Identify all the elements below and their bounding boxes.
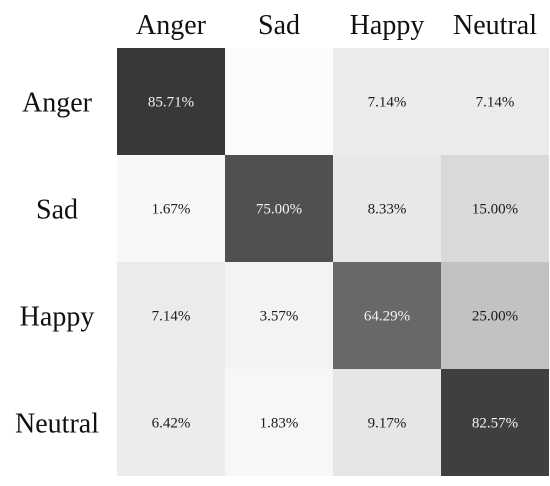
row-labels: Anger Sad Happy Neutral [15,88,99,440]
column-label-happy: Happy [350,10,425,41]
column-label-anger: Anger [136,10,207,41]
column-labels: Anger Sad Happy Neutral [136,10,537,41]
cell-label-neutral-neutral: 82.57% [472,416,518,432]
cell-label-anger-happy: 7.14% [368,95,407,111]
heatmap-cell-anger-neutral [441,48,549,155]
heatmap-cell-happy-sad [225,262,333,369]
row-label-neutral: Neutral [15,409,99,440]
heatmap-cell-happy-neutral [441,262,549,369]
cell-label-neutral-sad: 1.83% [260,416,299,432]
column-label-neutral: Neutral [453,10,537,41]
cell-label-sad-happy: 8.33% [368,202,407,218]
row-label-happy: Happy [20,302,95,333]
row-label-anger: Anger [22,88,93,119]
heatmap-cell-happy-happy [333,262,441,369]
heatmap-cell-neutral-neutral [441,369,549,476]
heatmap-cell-happy-anger [117,262,225,369]
cell-label-anger-neutral: 7.14% [476,95,515,111]
heatmap-cell-anger-anger [117,48,225,155]
cell-label-anger-anger: 85.71% [148,95,194,111]
cell-label-sad-sad: 75.00% [256,202,302,218]
heatmap-cell-anger-sad [225,48,333,155]
heatmap-cell-neutral-sad [225,369,333,476]
heatmap-cell-neutral-happy [333,369,441,476]
heatmap-cell-neutral-anger [117,369,225,476]
heatmap-cell-sad-happy [333,155,441,262]
heatmap-cell-anger-happy [333,48,441,155]
cell-value-labels: 85.71% 7.14% 7.14% 1.67% 75.00% 8.33% 15.00% 7.… [148,95,518,432]
cell-label-sad-neutral: 15.00% [472,202,518,218]
heatmap-cell-sad-anger [117,155,225,262]
heatmap-cell-sad-neutral [441,155,549,262]
cell-label-happy-neutral: 25.00% [472,309,518,325]
cell-label-neutral-anger: 6.42% [152,416,191,432]
cell-label-sad-anger: 1.67% [152,202,191,218]
cell-label-happy-sad: 3.57% [260,309,299,325]
cell-label-happy-happy: 64.29% [364,309,410,325]
row-label-sad: Sad [36,195,78,226]
heatmap-cells [117,48,549,476]
column-label-sad: Sad [258,10,300,41]
heatmap-cell-sad-sad [225,155,333,262]
cell-label-happy-anger: 7.14% [152,309,191,325]
cell-label-neutral-happy: 9.17% [368,416,407,432]
